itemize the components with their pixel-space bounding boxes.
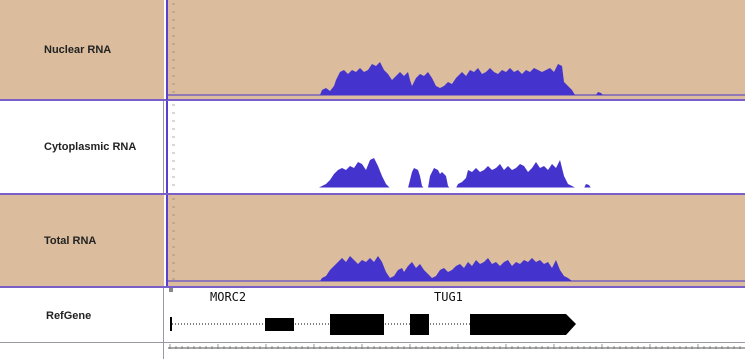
coverage-blip (596, 92, 603, 95)
track-name: Nuclear RNA (44, 44, 112, 56)
track-label-refgene[interactable]: RefGene (0, 288, 164, 343)
gene-exon[interactable] (410, 314, 429, 335)
position-ruler (169, 344, 741, 349)
y-axis-line (166, 101, 168, 193)
y-axis-line (166, 0, 168, 100)
track-label-cytoplasmic-rna[interactable]: Cytoplasmic RNA (0, 101, 164, 193)
strand-arrow-icon[interactable] (470, 314, 576, 335)
coverage-plot-cytoplasmic (408, 168, 424, 188)
gene-label-tug1: TUG1 (434, 290, 463, 304)
track-separator (0, 342, 745, 343)
track-label-total-rna[interactable]: Total RNA (0, 195, 164, 286)
track-name: Total RNA (44, 234, 97, 247)
coverage-plot-total (320, 256, 572, 281)
y-axis-line (166, 195, 168, 286)
ruler-label-cell (0, 343, 164, 359)
track-name: RefGene (46, 309, 92, 322)
axis-ticks (172, 3, 175, 280)
gene-exon[interactable] (265, 318, 294, 331)
coverage-blip (584, 184, 591, 188)
track-resize-handle[interactable] (169, 288, 173, 292)
gene-exon[interactable] (330, 314, 384, 335)
gene-label-morc2: MORC2 (210, 290, 246, 304)
coverage-plot-nuclear (320, 62, 575, 95)
track-name: Cytoplasmic RNA (44, 141, 137, 153)
coverage-plot-cytoplasmic (456, 160, 576, 188)
track-separator (0, 193, 745, 195)
coverage-plot-cytoplasmic (428, 168, 450, 188)
track-separator (0, 99, 745, 101)
coverage-plot-cytoplasmic (318, 158, 390, 188)
track-separator (0, 286, 745, 288)
track-data-cytoplasmic-rna[interactable] (166, 101, 745, 193)
track-label-nuclear-rna[interactable]: Nuclear RNA (0, 0, 164, 100)
